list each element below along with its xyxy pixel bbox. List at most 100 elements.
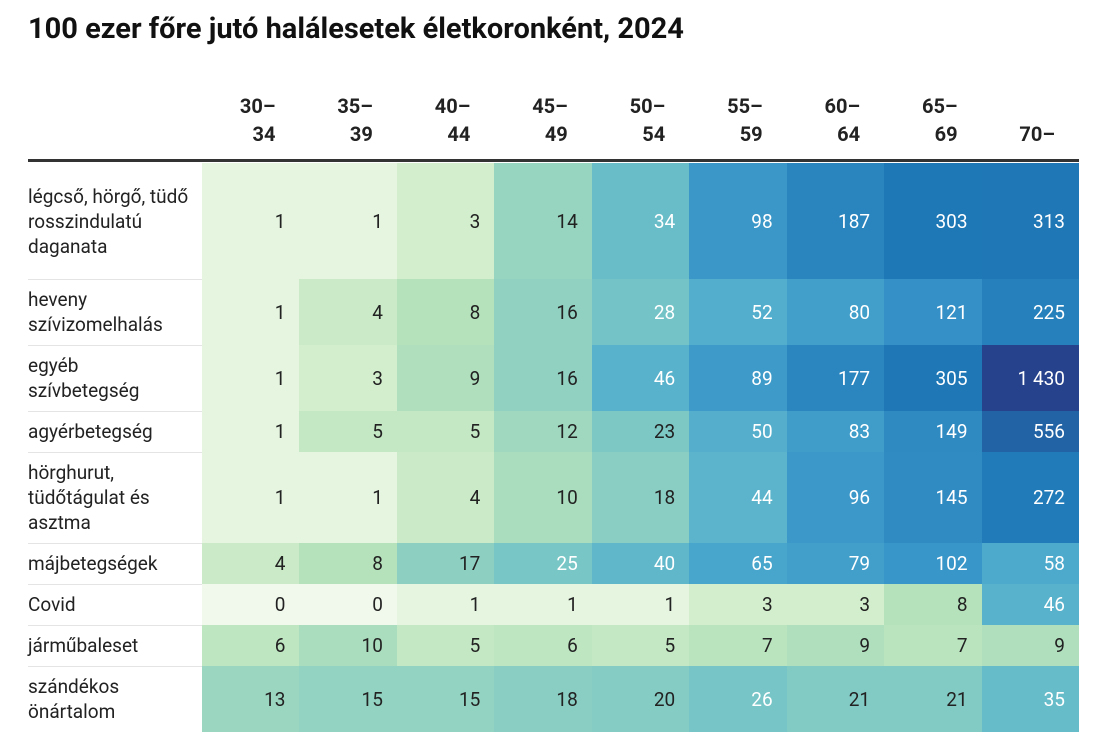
cell-value: 1 xyxy=(372,486,383,509)
heat-cell xyxy=(299,411,398,452)
heat-cell xyxy=(981,543,1080,584)
column-header: 45– xyxy=(532,94,568,118)
row-separator xyxy=(28,279,202,280)
row-label: heveny szívizomelhalás xyxy=(28,288,163,336)
cell-value: 4 xyxy=(274,552,286,575)
cell-value: 1 xyxy=(274,420,286,443)
heat-cell xyxy=(981,666,1080,732)
heat-cell xyxy=(689,345,788,411)
cell-value: 3 xyxy=(469,209,481,233)
cell-value: 26 xyxy=(751,687,773,711)
heat-cell xyxy=(494,584,593,625)
heat-cell xyxy=(299,666,398,732)
cell-value: 15 xyxy=(458,687,481,711)
heat-cell xyxy=(396,163,495,279)
heat-cell xyxy=(396,411,495,452)
column-header: 70– xyxy=(1019,122,1055,146)
cell-value: 80 xyxy=(848,300,871,324)
cell-value: 18 xyxy=(653,486,676,509)
cell-value: 34 xyxy=(653,209,676,233)
heat-cell xyxy=(396,584,495,625)
heat-cell xyxy=(202,279,300,345)
row-separator xyxy=(28,584,202,585)
heat-cell xyxy=(299,452,398,543)
cell-value: 0 xyxy=(274,593,286,616)
heat-cell xyxy=(689,279,788,345)
cell-value: 7 xyxy=(761,634,773,657)
heat-cell xyxy=(591,279,690,345)
cell-value: 25 xyxy=(556,552,578,575)
row-separator xyxy=(28,625,202,626)
cell-value: 5 xyxy=(469,634,481,657)
row-label: Covid xyxy=(28,593,76,616)
row-label: légcső, hörgő, tüdő rosszindulatú dagana… xyxy=(28,184,189,258)
heat-cell xyxy=(299,625,398,666)
heat-cell xyxy=(786,452,885,543)
cell-value: 1 xyxy=(469,593,481,616)
row-label: egyéb szívbetegség xyxy=(28,354,140,402)
heat-cell xyxy=(981,411,1080,452)
heat-cell xyxy=(591,345,690,411)
heat-cell xyxy=(591,411,690,452)
cell-value: 17 xyxy=(458,552,481,575)
heat-cell xyxy=(884,279,983,345)
heat-cell xyxy=(786,279,885,345)
heat-cell xyxy=(786,584,885,625)
heat-cell xyxy=(981,452,1080,543)
cell-value: 121 xyxy=(935,300,968,324)
cell-value: 13 xyxy=(264,687,286,711)
cell-value: 149 xyxy=(935,420,968,443)
heat-cell xyxy=(786,666,885,732)
column-header: 34 xyxy=(252,122,276,146)
cell-value: 4 xyxy=(372,300,383,324)
heat-cell xyxy=(494,163,593,279)
cell-value: 1 xyxy=(567,593,578,616)
heat-cell xyxy=(396,452,495,543)
cell-value: 313 xyxy=(1032,209,1065,233)
heat-cell xyxy=(396,625,495,666)
cell-value: 1 xyxy=(664,593,676,616)
heat-cell xyxy=(689,584,788,625)
cell-value: 14 xyxy=(556,209,578,233)
row-separator xyxy=(28,452,202,453)
row-separator xyxy=(28,345,202,346)
row-separator xyxy=(28,666,202,667)
cell-value: 1 xyxy=(274,300,286,324)
column-header: 30– xyxy=(239,94,276,118)
heat-cell xyxy=(786,411,885,452)
heat-cell xyxy=(981,584,1080,625)
heat-cell xyxy=(981,163,1080,279)
row-separator xyxy=(28,411,202,412)
cell-value: 12 xyxy=(556,420,578,443)
cell-value: 1 xyxy=(274,486,286,509)
header-rule xyxy=(28,159,1079,162)
cell-value: 28 xyxy=(653,300,676,324)
column-header: 64 xyxy=(837,122,861,146)
heat-cell xyxy=(299,163,398,279)
cell-value: 15 xyxy=(361,687,383,711)
row-label: májbetegségek xyxy=(28,552,158,575)
cell-value: 16 xyxy=(556,366,578,390)
heat-cell xyxy=(591,666,690,732)
heat-cell xyxy=(689,543,788,584)
cell-value: 102 xyxy=(935,552,968,575)
cell-value: 44 xyxy=(751,486,773,509)
heat-cell xyxy=(689,666,788,732)
heat-cell xyxy=(396,279,495,345)
heat-cell xyxy=(981,279,1080,345)
heat-cell xyxy=(299,543,398,584)
cell-value: 556 xyxy=(1032,420,1065,443)
heat-cell xyxy=(884,625,983,666)
column-header: 55– xyxy=(727,94,763,118)
cell-value: 6 xyxy=(567,634,578,657)
heat-cell xyxy=(689,625,788,666)
cell-value: 23 xyxy=(653,420,676,443)
cell-value: 5 xyxy=(664,634,676,657)
cell-value: 1 xyxy=(274,366,286,390)
cell-value: 3 xyxy=(761,593,773,616)
cell-value: 145 xyxy=(935,486,968,509)
heat-cell xyxy=(494,543,593,584)
cell-value: 98 xyxy=(751,209,773,233)
heat-cell xyxy=(202,625,300,666)
